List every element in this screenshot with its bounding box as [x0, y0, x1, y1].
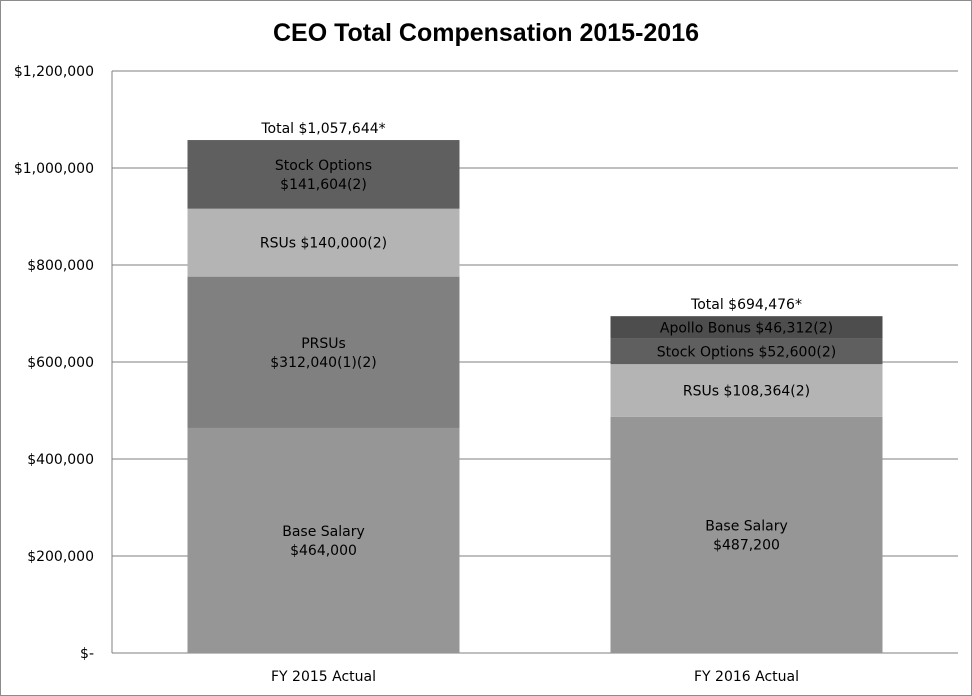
bar-segment — [187, 140, 460, 209]
x-category-label: FY 2015 Actual — [271, 669, 376, 685]
y-tick-label: $1,200,000 — [14, 64, 94, 80]
x-category-label: FY 2016 Actual — [694, 669, 799, 685]
y-tick-label: $1,000,000 — [14, 161, 94, 177]
bar-segment — [187, 208, 460, 277]
total-label: Total $694,476* — [690, 297, 802, 313]
x-axis: FY 2015 Actual FY 2016 Actual — [271, 669, 799, 685]
bar-segment — [610, 338, 883, 365]
data-labels: Base Salary $464,000 PRSUs $312,040(1)(2) RS… — [260, 121, 836, 559]
bars — [187, 140, 883, 653]
y-axis: $- $200,000 $400,000 $600,000 $800,000 $1,000… — [14, 64, 113, 662]
y-tick-label: $400,000 — [27, 452, 94, 468]
bar-segment — [610, 416, 883, 653]
segment-label: Base Salary $464,000 — [282, 524, 365, 559]
total-label: Total $1,057,644* — [260, 121, 385, 137]
segment-label: PRSUs $312,040(1)(2) — [270, 336, 376, 371]
y-tick-label: $200,000 — [27, 549, 94, 565]
bar-segment — [610, 364, 883, 417]
y-tick-label: $- — [80, 646, 94, 662]
bar-segment — [187, 427, 460, 653]
y-tick-label: $800,000 — [27, 258, 94, 274]
segment-label: Apollo Bonus $46,312(2) — [660, 320, 833, 336]
segment-label: RSUs $108,364(2) — [683, 383, 810, 399]
segment-label: Base Salary $487,200 — [705, 518, 788, 553]
segment-label: RSUs $140,000(2) — [260, 236, 387, 252]
segment-label: Stock Options $141,604(2) — [275, 158, 372, 193]
bar-segment — [610, 316, 883, 339]
y-tick-label: $600,000 — [27, 355, 94, 371]
bar-segment — [187, 276, 460, 428]
chart-title: CEO Total Compensation 2015-2016 — [273, 19, 699, 47]
segment-label: Stock Options $52,600(2) — [657, 344, 836, 360]
